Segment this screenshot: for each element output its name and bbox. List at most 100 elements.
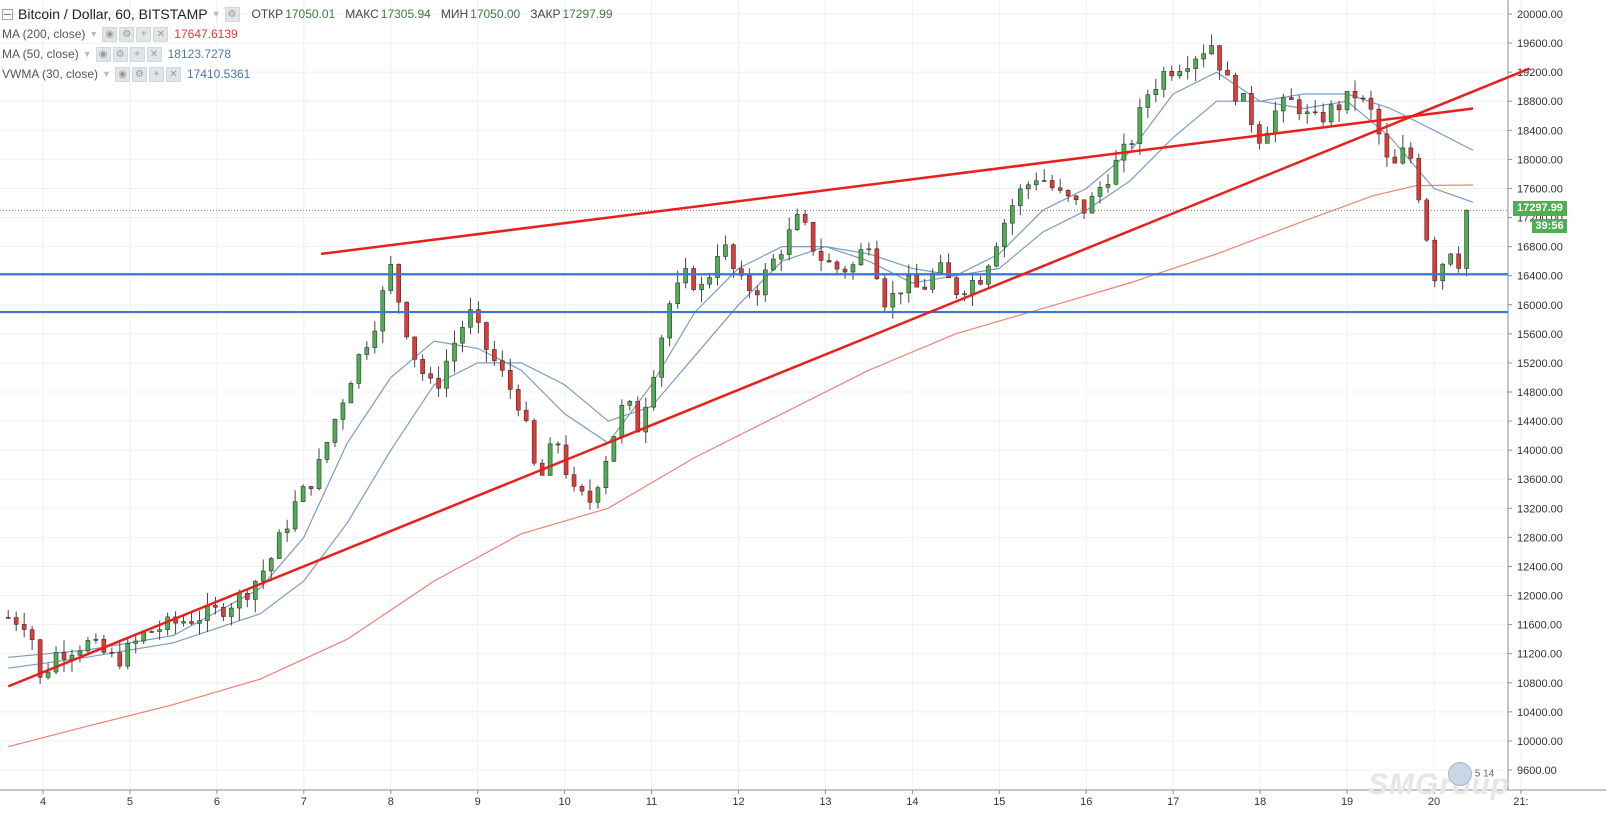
candle-up bbox=[93, 638, 99, 641]
candle-up bbox=[252, 580, 258, 600]
plus-icon[interactable]: + bbox=[129, 46, 145, 62]
candle-down bbox=[29, 629, 35, 641]
candle-up bbox=[1161, 71, 1167, 90]
candle-down bbox=[1288, 97, 1294, 100]
candle-down bbox=[531, 420, 537, 464]
trend-line-upper-resistance bbox=[321, 107, 1474, 256]
candle-up bbox=[1097, 187, 1103, 197]
settings-icon[interactable]: ⚙ bbox=[112, 46, 128, 62]
eye-icon[interactable]: ◉ bbox=[114, 66, 130, 82]
low-value: 17050.00 bbox=[470, 7, 521, 21]
candle-up bbox=[651, 376, 657, 408]
indicator-row-vwma30: VWMA (30, close) ▼ ◉ ⚙ + ✕ 17410.5361 bbox=[0, 64, 613, 84]
indicator-value: 18123.7278 bbox=[167, 47, 232, 61]
candle-down bbox=[834, 261, 840, 270]
price-axis-label: 10400.00 bbox=[1517, 707, 1563, 719]
candle-down bbox=[396, 264, 402, 303]
candle-down bbox=[1296, 99, 1302, 114]
candle-up bbox=[906, 275, 912, 294]
candle-up bbox=[683, 268, 688, 284]
candle-up bbox=[778, 254, 784, 260]
candle-up bbox=[372, 330, 378, 348]
indicator-name[interactable]: MA (200, close) bbox=[2, 27, 86, 41]
collapse-icon[interactable] bbox=[2, 8, 13, 20]
candle-down bbox=[1408, 147, 1414, 159]
candle-up bbox=[444, 360, 449, 389]
candle-up bbox=[1113, 159, 1119, 185]
caret-down-icon[interactable]: ▼ bbox=[82, 49, 92, 59]
time-axis-label: 20 bbox=[1428, 796, 1440, 808]
time-axis-label: 15 bbox=[993, 796, 1005, 808]
candle-up bbox=[1328, 104, 1334, 123]
candle-down bbox=[1065, 190, 1071, 197]
candle-up bbox=[1265, 132, 1270, 144]
symbol-header-row: Bitcoin / Dollar, 60, BITSTAMP ▼ ⚙ ОТКР 1… bbox=[0, 4, 613, 24]
candle-up bbox=[1177, 71, 1183, 77]
price-axis-label: 15600.00 bbox=[1517, 329, 1563, 341]
symbol-title[interactable]: Bitcoin / Dollar, 60, BITSTAMP bbox=[18, 6, 208, 22]
candle-up bbox=[380, 290, 386, 332]
indicator-value: 17647.6139 bbox=[174, 27, 238, 41]
candle-up bbox=[141, 632, 147, 642]
time-axis-label: 14 bbox=[906, 796, 918, 808]
caret-down-icon[interactable]: ▼ bbox=[102, 69, 111, 79]
candle-down bbox=[691, 268, 696, 290]
time-axis-label: 7 bbox=[301, 796, 307, 808]
candle-down bbox=[500, 360, 505, 371]
candle-up bbox=[1241, 93, 1246, 102]
close-icon[interactable]: ✕ bbox=[146, 46, 162, 62]
candle-up bbox=[45, 671, 51, 678]
eye-icon[interactable]: ◉ bbox=[102, 26, 118, 42]
candle-up bbox=[268, 558, 274, 572]
candle-down bbox=[420, 359, 425, 375]
candle-down bbox=[507, 370, 513, 390]
price-axis-label: 11200.00 bbox=[1517, 649, 1562, 661]
candle-up bbox=[898, 292, 904, 295]
candle-up bbox=[237, 592, 242, 609]
candle-down bbox=[874, 248, 880, 280]
price-axis-label: 18400.00 bbox=[1517, 125, 1563, 137]
candle-up bbox=[619, 405, 625, 437]
candle-down bbox=[1352, 90, 1358, 99]
candle-up bbox=[1089, 196, 1095, 214]
candle-down bbox=[587, 490, 593, 503]
caret-down-icon[interactable]: ▼ bbox=[89, 29, 99, 39]
candle-up bbox=[260, 570, 266, 582]
close-icon[interactable]: ✕ bbox=[165, 66, 181, 82]
settings-icon[interactable]: ⚙ bbox=[119, 26, 135, 42]
plus-icon[interactable]: + bbox=[136, 26, 152, 42]
candle-up bbox=[1153, 88, 1159, 95]
candle-down bbox=[1456, 253, 1461, 269]
candle-down bbox=[484, 322, 489, 350]
candle-down bbox=[635, 401, 641, 433]
candle-down bbox=[523, 409, 529, 421]
close-icon[interactable]: ✕ bbox=[153, 26, 169, 42]
price-axis-label: 9600.00 bbox=[1517, 765, 1557, 777]
candle-down bbox=[571, 474, 577, 487]
candle-up bbox=[85, 640, 91, 652]
time-axis-label: 8 bbox=[388, 796, 394, 808]
price-axis-label: 15200.00 bbox=[1517, 358, 1563, 370]
candle-up bbox=[699, 283, 704, 290]
candle-down bbox=[954, 277, 959, 295]
candle-up bbox=[1281, 97, 1286, 112]
candle-down bbox=[1384, 133, 1390, 158]
eye-icon[interactable]: ◉ bbox=[95, 46, 111, 62]
indicator-name[interactable]: MA (50, close) bbox=[2, 47, 79, 61]
candle-up bbox=[627, 401, 633, 406]
candle-up bbox=[1145, 94, 1151, 108]
candle-down bbox=[308, 486, 314, 489]
candle-down bbox=[117, 652, 123, 667]
plus-icon[interactable]: + bbox=[148, 66, 164, 82]
candle-down bbox=[13, 617, 19, 625]
close-value: 17297.99 bbox=[562, 7, 613, 21]
candle-down bbox=[245, 592, 250, 600]
candle-up bbox=[770, 258, 776, 271]
low-label: МИН bbox=[440, 7, 469, 21]
caret-down-icon[interactable]: ▼ bbox=[211, 9, 221, 19]
settings-icon[interactable]: ⚙ bbox=[224, 6, 240, 22]
settings-icon[interactable]: ⚙ bbox=[131, 66, 147, 82]
indicator-name[interactable]: VWMA (30, close) bbox=[2, 67, 99, 81]
